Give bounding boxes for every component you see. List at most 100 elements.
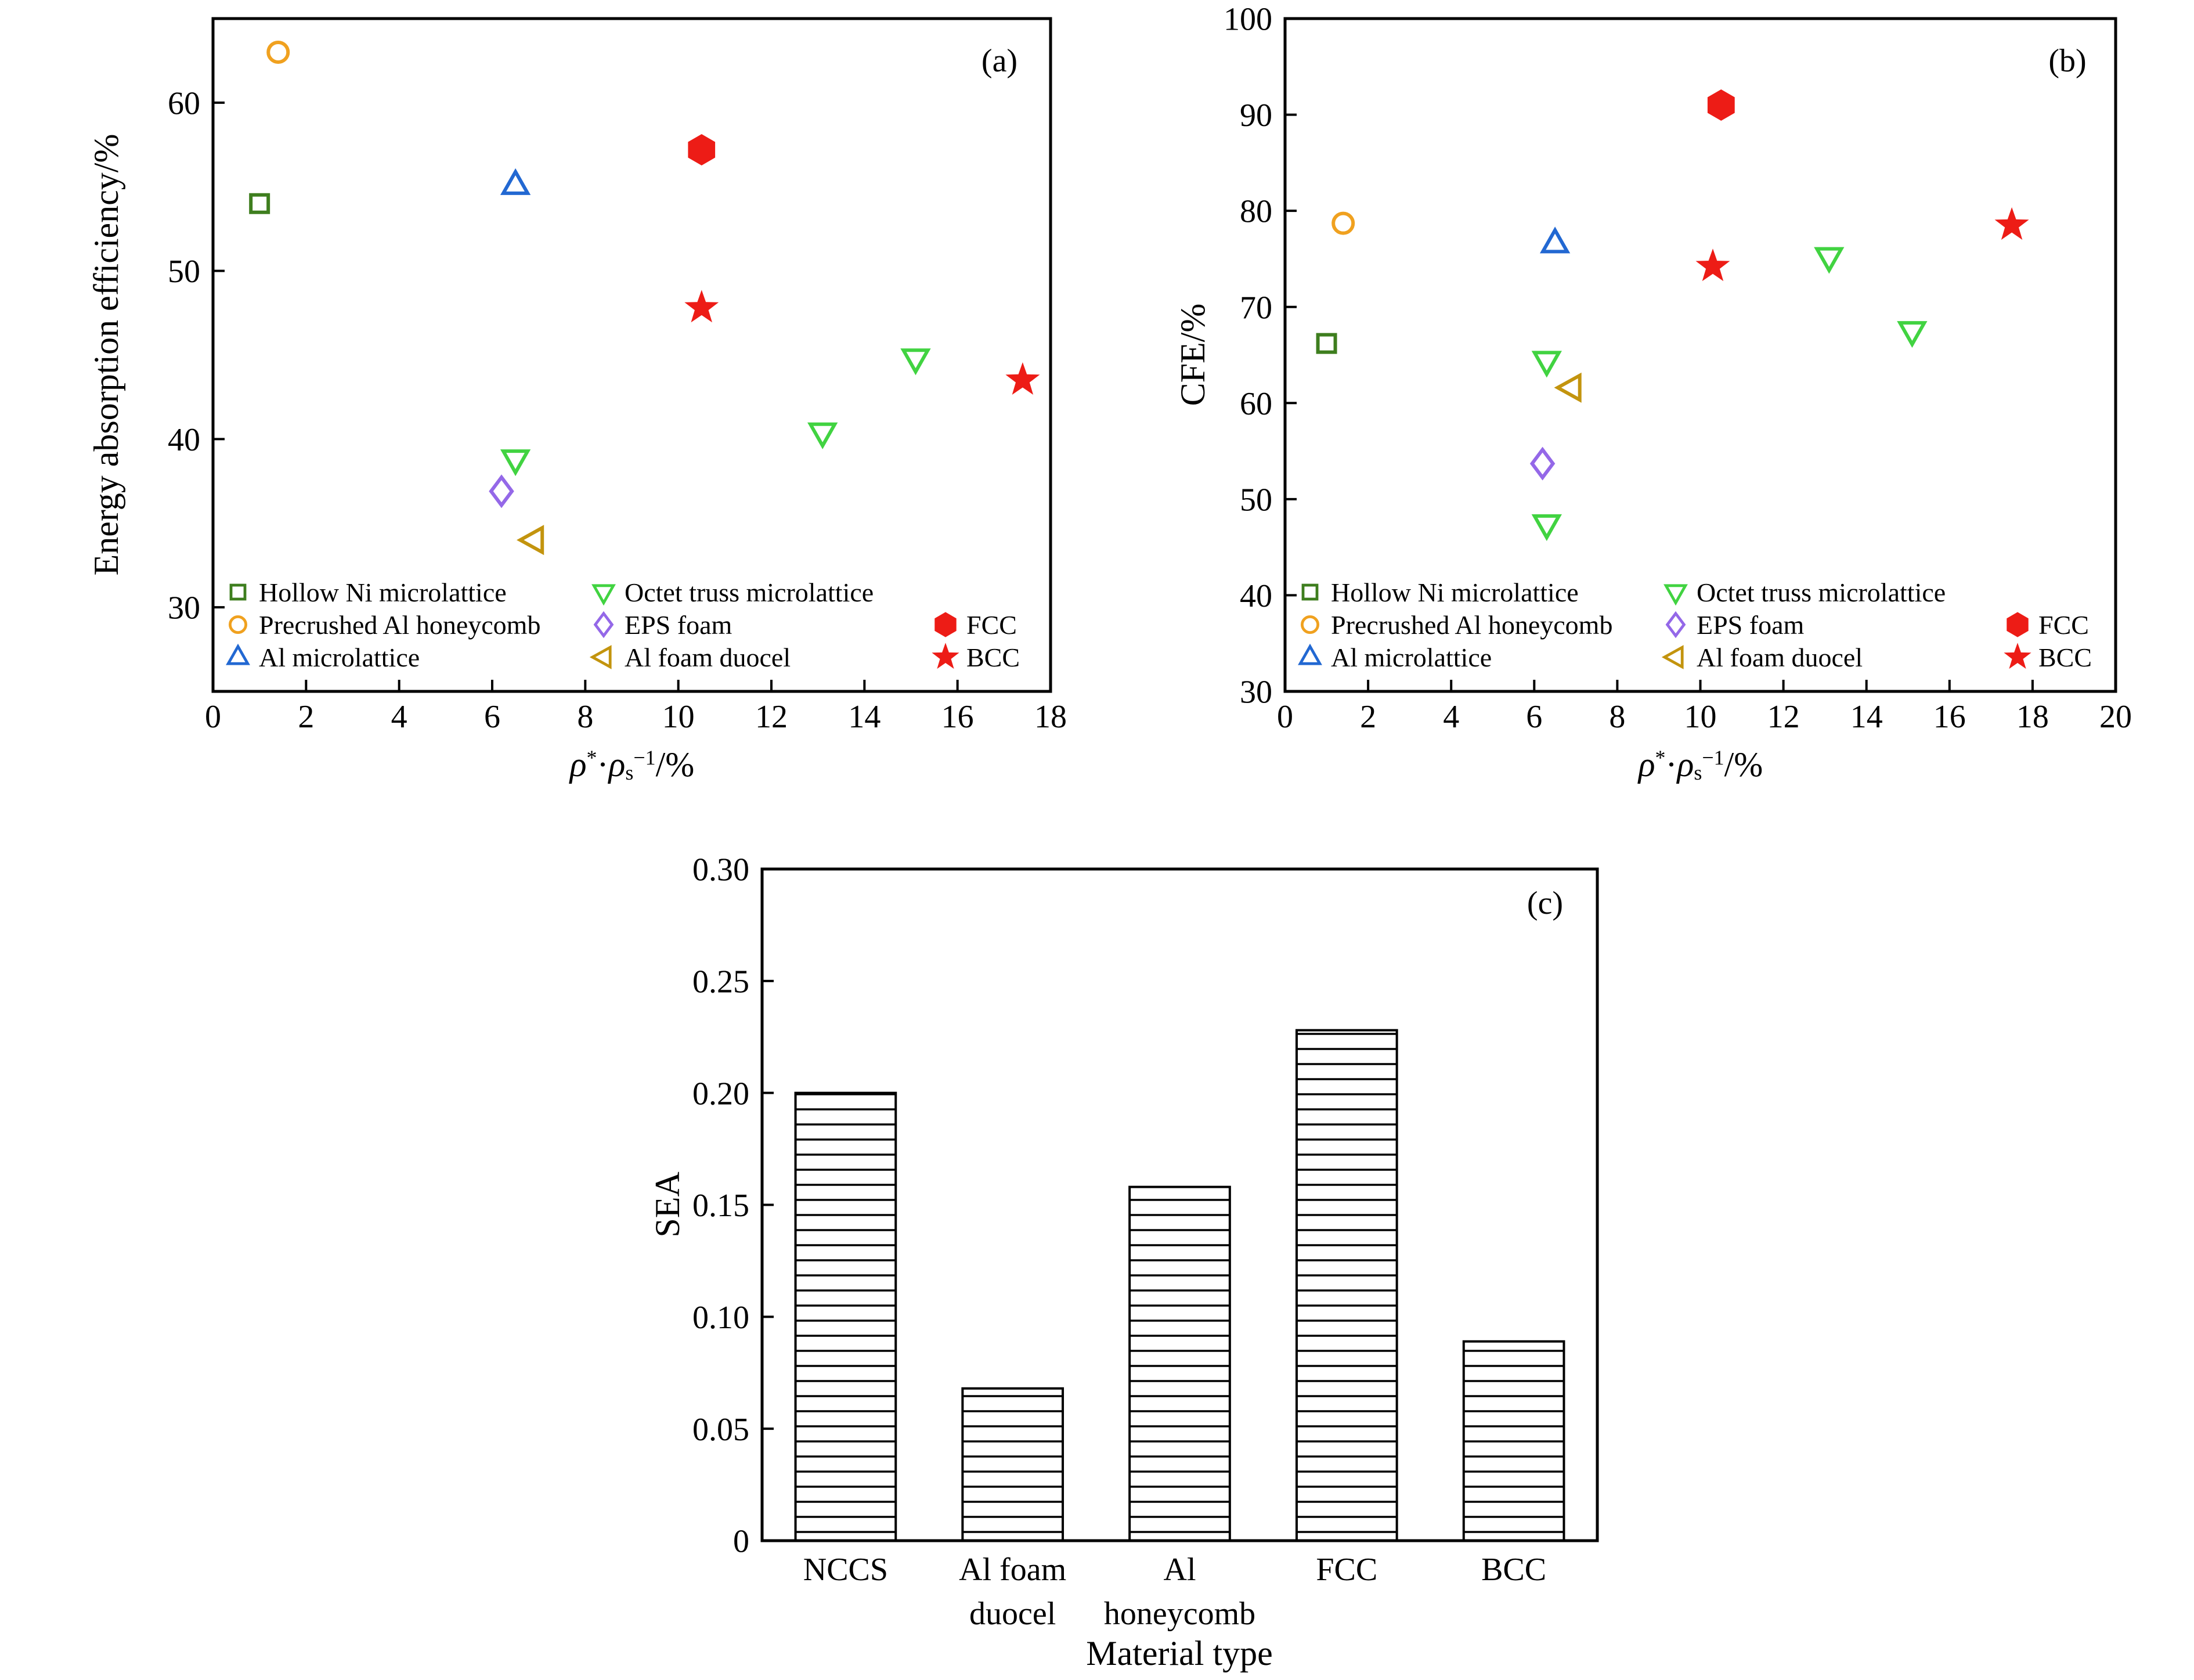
diamond-open-marker bbox=[593, 611, 614, 639]
series-precrushed bbox=[1331, 211, 1355, 235]
triangle-down-open-marker bbox=[1531, 351, 1562, 378]
legend-label: Octet truss microlattice bbox=[1697, 578, 1946, 607]
legend-label: BCC bbox=[966, 643, 1020, 672]
xlabel-fragment: s bbox=[625, 761, 634, 785]
triangle-down-open-marker bbox=[1897, 321, 1928, 348]
y-tick-label: 90 bbox=[1240, 98, 1272, 134]
y-tick-label: 70 bbox=[1240, 290, 1272, 326]
triangle-down-open-marker bbox=[1531, 514, 1562, 541]
x-tick-label: 12 bbox=[1767, 699, 1800, 735]
bar-2 bbox=[1128, 1185, 1231, 1542]
x-tick-label: 16 bbox=[1933, 699, 1966, 735]
y-tick-label: 100 bbox=[1224, 2, 1272, 38]
star-filled-marker bbox=[1695, 248, 1730, 282]
series-bcc bbox=[684, 290, 1040, 395]
series-octet bbox=[1531, 247, 1928, 541]
legend-label: Precrushed Al honeycomb bbox=[1331, 610, 1612, 640]
x-tick-label: 14 bbox=[1850, 699, 1883, 735]
y-tick-label: 30 bbox=[168, 590, 200, 626]
series-fcc bbox=[1707, 89, 1735, 121]
hexagon-filled-marker bbox=[2007, 612, 2029, 637]
series-al_micro bbox=[1539, 226, 1571, 254]
series-eps bbox=[489, 474, 514, 509]
hexagon-filled-marker bbox=[688, 134, 716, 165]
bar-3 bbox=[1295, 1029, 1398, 1542]
x-tick-label: 0 bbox=[205, 699, 221, 735]
triangle-left-open-marker bbox=[589, 645, 612, 669]
legend-label: Hollow Ni microlattice bbox=[1331, 578, 1579, 607]
legend-label: EPS foam bbox=[1697, 610, 1805, 640]
circle-open-marker bbox=[228, 615, 247, 634]
triangle-left-open-marker bbox=[516, 525, 544, 556]
triangle-up-open-marker bbox=[226, 643, 250, 665]
panel_c-panel: NCCS Al foam duocel Al honeycomb FCC BCC 0 0.05 0… bbox=[692, 852, 1599, 1632]
triangle-down-open-marker bbox=[807, 422, 838, 449]
y-tick-label: 40 bbox=[1240, 578, 1272, 614]
category-label: FCC bbox=[1316, 1552, 1377, 1588]
triangle-down-open-marker bbox=[1663, 584, 1688, 606]
y-tick-label: 0.05 bbox=[692, 1412, 749, 1448]
bar-0 bbox=[794, 1091, 897, 1542]
diamond-open-marker bbox=[489, 474, 514, 509]
circle-open-marker bbox=[1331, 211, 1355, 235]
series-bcc bbox=[1695, 207, 2029, 282]
series-octet bbox=[500, 348, 931, 477]
legend-label: EPS foam bbox=[625, 610, 732, 640]
legend: Hollow Ni microlattice Octet truss microl… bbox=[1298, 578, 2092, 672]
xlabel-fragment: ρ bbox=[569, 745, 587, 784]
legend-label: FCC bbox=[2038, 610, 2089, 640]
y-tick-label: 60 bbox=[1240, 386, 1272, 422]
hexagon-filled-marker bbox=[934, 612, 957, 637]
bar-4 bbox=[1462, 1340, 1565, 1542]
legend: Hollow Ni microlattice Octet truss microl… bbox=[226, 578, 1020, 672]
y-tick-label: 0 bbox=[733, 1524, 749, 1560]
star-filled-marker bbox=[932, 643, 959, 669]
x-tick-label: 12 bbox=[755, 699, 788, 735]
triangle-up-open-marker bbox=[1298, 643, 1322, 665]
series-eps bbox=[1529, 446, 1556, 481]
series-fcc bbox=[688, 134, 716, 165]
category-label: honeycomb bbox=[1104, 1596, 1255, 1632]
circle-open-marker bbox=[1300, 615, 1319, 634]
x-tick-label: 16 bbox=[941, 699, 974, 735]
category-label: NCCS bbox=[803, 1552, 888, 1588]
y-tick-label: 0.25 bbox=[692, 964, 749, 1000]
diamond-open-marker bbox=[1665, 611, 1686, 639]
star-filled-marker bbox=[2004, 643, 2031, 669]
hexagon-filled-marker bbox=[1707, 89, 1735, 121]
legend-label: Al foam duocel bbox=[1697, 643, 1863, 672]
y-tick-label: 80 bbox=[1240, 194, 1272, 230]
panel-c-ylabel: SEA bbox=[648, 1171, 687, 1238]
legend-label: BCC bbox=[2038, 643, 2092, 672]
axis-box bbox=[211, 17, 1052, 693]
circle-open-marker bbox=[266, 40, 290, 64]
square-open-marker bbox=[1316, 333, 1337, 354]
square-open-marker bbox=[1301, 583, 1319, 601]
panel-a-xlabel: ρ*·ρs−1/% bbox=[570, 747, 695, 783]
xlabel-fragment: ρ bbox=[608, 745, 626, 784]
panel-b-xlabel: ρ*·ρs−1/% bbox=[1639, 747, 1763, 783]
series-precrushed bbox=[266, 40, 290, 64]
x-tick-label: 18 bbox=[1034, 699, 1067, 735]
series-al_micro bbox=[500, 168, 531, 195]
xlabel-fragment: · bbox=[597, 745, 609, 784]
triangle-down-open-marker bbox=[500, 449, 531, 477]
y-tick-label: 60 bbox=[168, 85, 200, 121]
panel-a-letter: (a) bbox=[981, 43, 1018, 79]
panel-a-ylabel: Energy absorption efficiency/% bbox=[87, 134, 125, 576]
x-tick-label: 6 bbox=[484, 699, 500, 735]
series-duocel bbox=[1554, 372, 1582, 403]
triangle-down-open-marker bbox=[900, 348, 931, 376]
triangle-down-open-marker bbox=[591, 584, 616, 606]
panel-b-letter: (b) bbox=[2048, 43, 2087, 79]
x-tick-label: 8 bbox=[577, 699, 593, 735]
legend-label: Hollow Ni microlattice bbox=[259, 578, 507, 607]
y-tick-label: 0.30 bbox=[692, 852, 749, 888]
xlabel-fragment: −1 bbox=[633, 745, 656, 769]
legend-label: Al microlattice bbox=[1331, 643, 1492, 672]
category-label: BCC bbox=[1481, 1552, 1546, 1588]
x-tick-label: 8 bbox=[1609, 699, 1625, 735]
x-tick-label: 2 bbox=[1360, 699, 1376, 735]
legend-label: FCC bbox=[966, 610, 1017, 640]
